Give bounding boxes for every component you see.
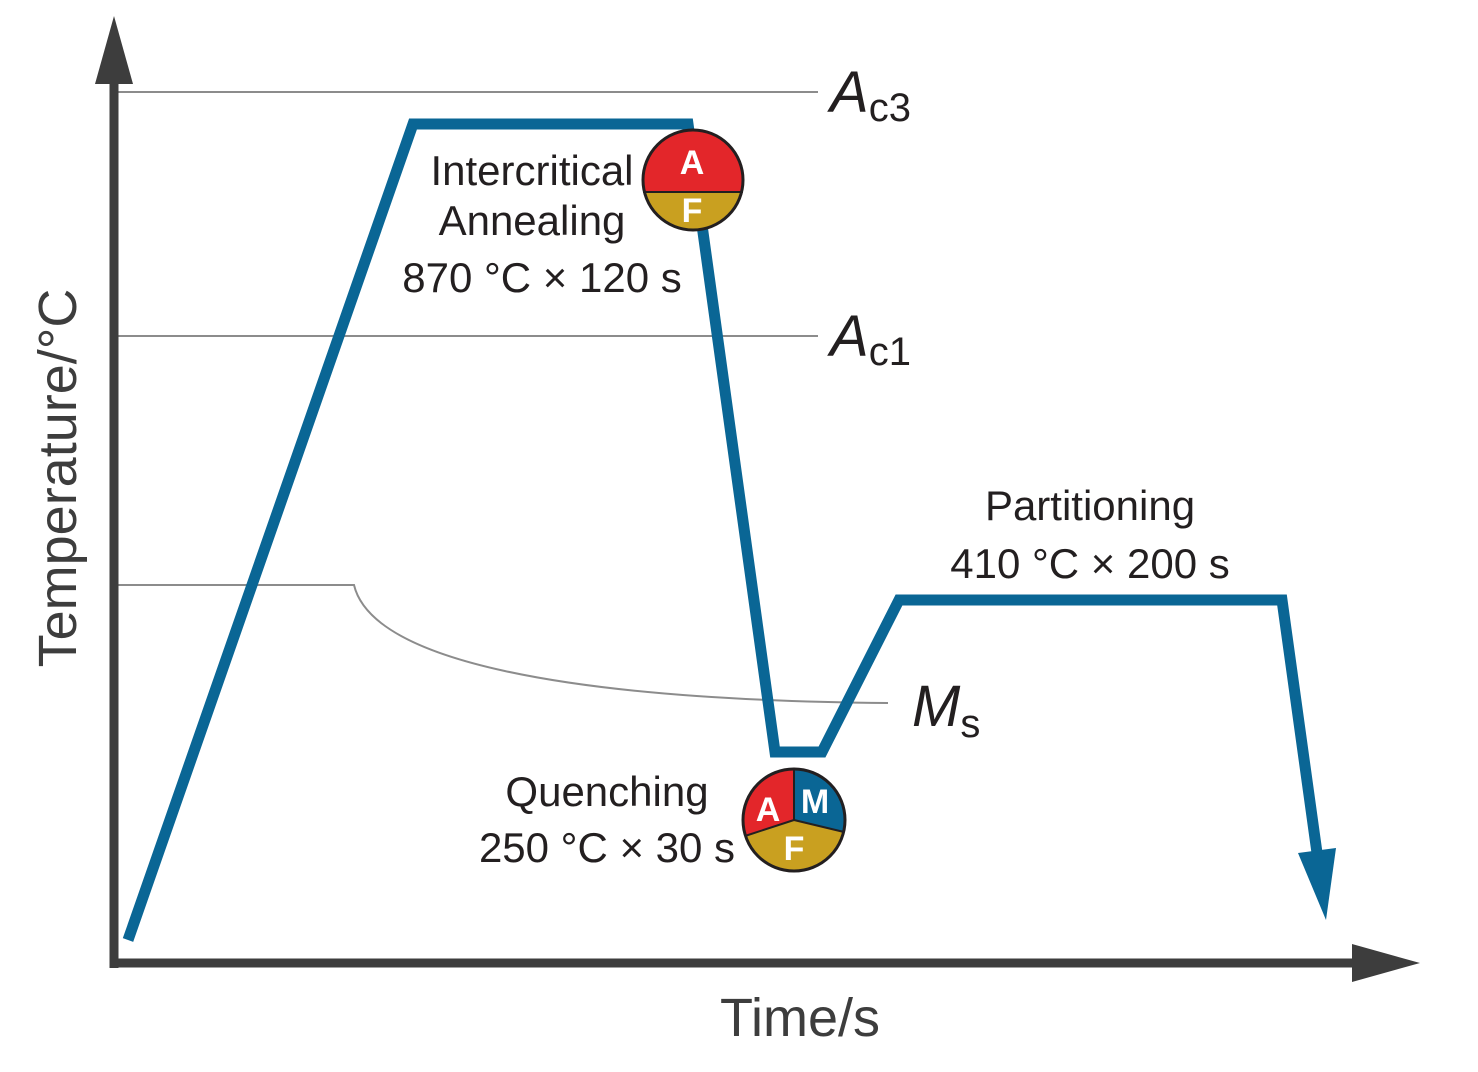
ac1-label-main: A [827, 304, 869, 369]
x-axis-arrowhead [1352, 944, 1420, 982]
heat-treatment-path [122, 118, 1324, 942]
partitioning-label-line2: 410 °C × 200 s [950, 540, 1229, 587]
ms-label: Ms [912, 674, 980, 746]
ac3-label: Ac3 [827, 60, 911, 130]
ac3-label-main: A [827, 60, 869, 125]
af-ferrite-letter: F [682, 192, 703, 230]
quenching-label-line1: Quenching [505, 768, 708, 815]
ms-label-main: M [912, 674, 961, 739]
amf-martensite-segment [794, 769, 845, 832]
x-axis-title: Time/s [720, 988, 880, 1048]
intercritical-label-line2: Annealing [439, 197, 626, 244]
amf-ferrite-letter: F [784, 830, 805, 868]
amf-phase-indicator: A M F [741, 767, 847, 873]
amf-martensite-letter: M [801, 783, 829, 821]
y-axis-arrowhead [95, 16, 133, 84]
af-austenite-letter: A [680, 144, 705, 182]
partitioning-label-line1: Partitioning [985, 482, 1195, 529]
ac3-label-sub: c3 [869, 86, 911, 130]
ms-label-sub: s [960, 702, 980, 746]
cooling-arrowhead [1298, 848, 1336, 920]
y-axis-title: Temperature/°C [28, 289, 88, 668]
intercritical-label-line3: 870 °C × 120 s [402, 254, 681, 301]
ac1-label-sub: c1 [869, 330, 911, 374]
ms-curve [118, 584, 889, 704]
amf-austenite-letter: A [756, 791, 781, 829]
af-phase-indicator: A F [641, 128, 745, 232]
ac1-label: Ac1 [827, 304, 911, 374]
amf-ferrite-segment [745, 820, 844, 871]
intercritical-label-line1: Intercritical [430, 147, 633, 194]
amf-austenite-segment [743, 769, 794, 836]
quenching-label-line2: 250 °C × 30 s [479, 824, 735, 871]
